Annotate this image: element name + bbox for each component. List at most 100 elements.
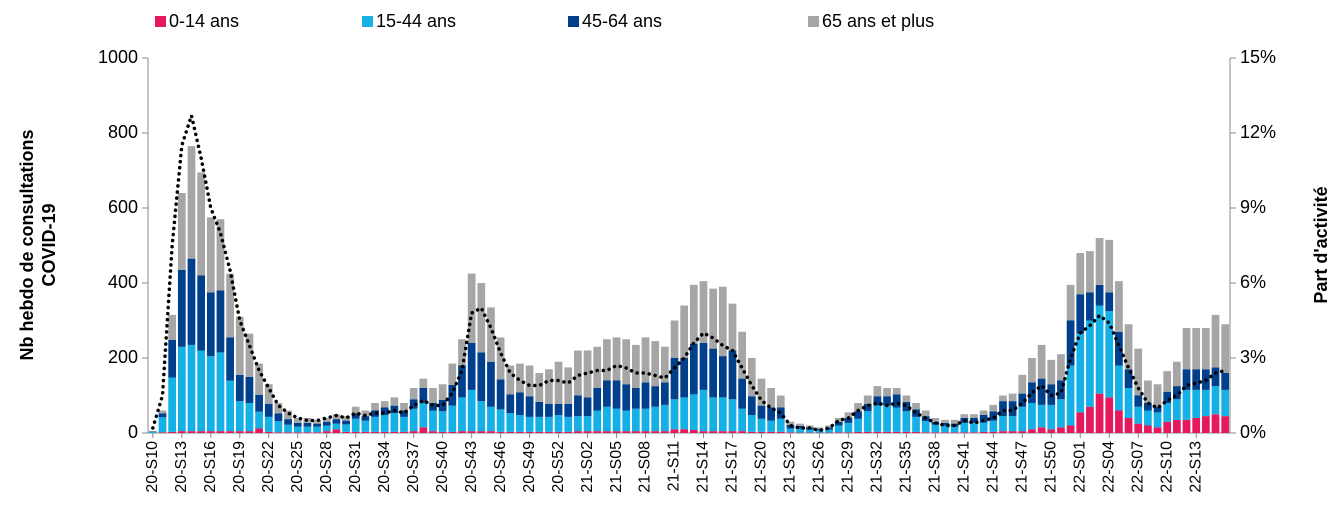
bar-segment — [1134, 406, 1143, 424]
bar-segment — [1192, 328, 1201, 370]
x-tick-label: 21-S38 — [927, 441, 944, 493]
y2-tick-label: 9% — [1240, 197, 1266, 217]
bar-segment — [274, 413, 283, 421]
bar-segment — [216, 431, 225, 433]
bar-segment — [206, 292, 215, 357]
bar-segment — [1221, 373, 1230, 390]
bar-segment — [545, 403, 553, 417]
bar-segment — [593, 388, 602, 411]
bar-segment — [351, 418, 360, 432]
bar-segment — [689, 284, 698, 344]
bar-segment — [380, 415, 389, 432]
bar-segment — [332, 423, 341, 430]
bar-segment — [747, 431, 756, 433]
bar-segment — [863, 395, 872, 404]
bar-segment — [709, 348, 718, 398]
bar-segment — [670, 399, 679, 430]
y2-tick-label: 12% — [1240, 122, 1276, 142]
bar-segment — [206, 356, 215, 432]
bar-segment — [487, 431, 495, 433]
x-tick-label: 20-S40 — [434, 441, 451, 493]
bar-segment — [892, 407, 901, 432]
bar-segment — [1115, 281, 1123, 332]
bar-segment — [892, 388, 901, 395]
bar-segment — [709, 431, 718, 433]
bar-segment — [912, 416, 920, 432]
bar-segment — [525, 365, 534, 397]
bar-segment — [255, 394, 263, 412]
bar-segment — [545, 369, 553, 404]
bar-segment — [1115, 331, 1123, 366]
bar-segment — [574, 350, 582, 396]
bar-segment — [941, 425, 949, 433]
x-tick-label: 20-S13 — [173, 441, 190, 493]
bar-segment — [583, 431, 592, 433]
bar-segment — [371, 410, 379, 417]
bar-segment — [293, 418, 302, 423]
bar-segment — [603, 431, 611, 433]
bar-segment — [632, 408, 640, 432]
bar-segment — [516, 415, 524, 432]
bar-segment — [738, 331, 746, 379]
bar-segment — [245, 333, 254, 377]
bar-segment — [313, 426, 321, 433]
bar-segment — [883, 396, 891, 406]
bar-segment — [709, 288, 718, 349]
bar-segment — [641, 337, 650, 383]
x-tick-label: 21-S14 — [695, 441, 712, 493]
bar-segment — [197, 172, 205, 276]
bar-segment — [1047, 404, 1056, 430]
bar-segment — [1057, 399, 1065, 428]
bar-segment — [747, 396, 756, 415]
bar-segment — [168, 340, 177, 378]
bar-segment — [1086, 320, 1094, 407]
bar-segment — [834, 421, 843, 426]
bar-segment — [1144, 425, 1152, 433]
x-tick-label: 21-S35 — [898, 441, 915, 493]
bar-segment — [1221, 324, 1230, 373]
bar-segment — [1173, 399, 1181, 420]
bar-segment — [718, 431, 727, 433]
bar-segment — [409, 388, 418, 400]
x-tick-label: 21-S32 — [869, 441, 886, 493]
x-tick-label: 20-S37 — [405, 441, 422, 493]
bar-segment — [264, 403, 273, 417]
bar-segment — [989, 404, 998, 412]
bar-segment — [361, 410, 370, 417]
bar-segment — [554, 361, 563, 404]
bar-segment — [641, 408, 650, 432]
bar-segment — [622, 431, 631, 433]
bar-segment — [931, 418, 940, 422]
bar-segment — [516, 363, 524, 393]
bar-segment — [622, 384, 631, 411]
y-axis-label: COVID-19 — [39, 203, 59, 286]
bar-segment — [264, 416, 273, 432]
bar-segment — [1153, 412, 1162, 428]
bar-segment — [612, 337, 621, 381]
bar-segment — [303, 432, 312, 433]
bar-segment — [921, 432, 930, 433]
bar-segment — [738, 408, 746, 432]
y-tick-label: 400 — [108, 272, 138, 292]
bar-segment — [941, 432, 949, 433]
bar-segment — [496, 431, 505, 433]
bar-segment — [1057, 354, 1065, 381]
bar-segment — [1037, 344, 1046, 379]
bar-segment — [322, 418, 331, 422]
x-tick-label: 21-S29 — [840, 441, 857, 493]
x-tick-label: 20-S31 — [347, 441, 364, 493]
bar-segment — [931, 432, 940, 433]
bar-segment — [419, 378, 428, 388]
x-tick-label: 20-S34 — [376, 441, 393, 493]
bar-segment — [1076, 333, 1085, 413]
x-tick-label: 20-S49 — [521, 441, 538, 493]
bar-segment — [689, 430, 698, 433]
bar-segment — [651, 406, 660, 432]
legend-swatch — [808, 16, 819, 27]
bar-segment — [979, 410, 988, 415]
bar-segment — [322, 425, 331, 432]
bar-segment — [767, 388, 775, 408]
bar-segment — [622, 410, 631, 432]
bar-segment — [177, 346, 186, 432]
bar-segment — [950, 432, 959, 433]
